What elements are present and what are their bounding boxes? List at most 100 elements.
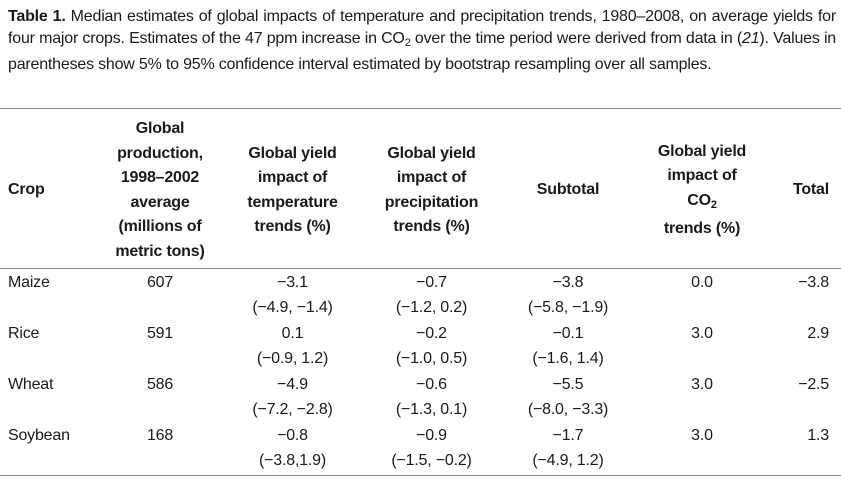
cell: −4.9 (−7.2, −2.8) xyxy=(225,371,360,422)
header-line: trends (%) xyxy=(393,218,470,235)
caption-text: ). Values in parentheses show 5% to 95% … xyxy=(8,30,836,73)
column-header: Subtotal xyxy=(503,108,633,269)
confidence-interval: (−0.9, 1.2) xyxy=(256,349,329,367)
table-body: Maize 607 −3.1 (−4.9, −1.4) −0.7 (−1.2, 0.2) −… xyxy=(0,269,841,476)
cell: −0.1 (−1.6, 1.4) xyxy=(503,320,633,371)
production-value: 607 xyxy=(146,274,174,291)
confidence-interval: (−5.8, −1.9) xyxy=(527,298,609,316)
cell: −1.7 (−4.9, 1.2) xyxy=(503,422,633,476)
header-line: Total xyxy=(792,181,829,199)
cell: 3.0 xyxy=(633,422,771,476)
table-row: Rice 591 0.1 (−0.9, 1.2) −0.2 (−1.0, 0.5) −0.1… xyxy=(0,320,841,371)
cell: 586 xyxy=(95,371,225,422)
crop-name: Maize xyxy=(8,274,50,291)
confidence-interval: (−7.2, −2.8) xyxy=(252,400,333,418)
header-line: temperature xyxy=(247,193,338,211)
median-value: −0.7 xyxy=(416,274,447,291)
caption-label: Table 1. xyxy=(8,8,66,25)
confidence-interval: (−8.0, −3.3) xyxy=(527,400,609,418)
median-value: −0.8 xyxy=(277,427,308,444)
header-line: precipitation xyxy=(384,193,479,211)
cell: 591 xyxy=(95,320,225,371)
cell: Rice xyxy=(0,320,95,371)
column-header: Total xyxy=(771,108,841,269)
header-line: Global xyxy=(135,120,185,137)
cell: 3.0 xyxy=(633,320,771,371)
cell: −3.8 (−5.8, −1.9) xyxy=(503,269,633,321)
co2-value: 3.0 xyxy=(691,427,713,444)
crop-name: Soybean xyxy=(8,427,70,444)
caption: Table 1. Median estimates of global impa… xyxy=(8,6,836,76)
header-line: Global yield xyxy=(657,142,747,160)
total-value: −3.8 xyxy=(798,274,829,291)
confidence-interval: (−1.2, 0.2) xyxy=(395,298,468,316)
header-line: impact of xyxy=(396,169,467,186)
crop-name: Wheat xyxy=(8,376,54,393)
header-line: impact of xyxy=(257,169,328,186)
cell: −3.8 xyxy=(771,269,841,321)
cell: Maize xyxy=(0,269,95,321)
cell: Wheat xyxy=(0,371,95,422)
confidence-interval: (−1.6, 1.4) xyxy=(532,349,604,367)
header-line: Crop xyxy=(8,181,45,199)
header-line: CO xyxy=(687,191,711,209)
header-line: 1998–2002 xyxy=(120,169,200,186)
cell: −0.7 (−1.2, 0.2) xyxy=(360,269,503,321)
median-value: −0.1 xyxy=(552,325,584,342)
crop-name: Rice xyxy=(8,325,40,342)
cell: Soybean xyxy=(0,422,95,476)
table-row: Maize 607 −3.1 (−4.9, −1.4) −0.7 (−1.2, 0.2) −… xyxy=(0,269,841,321)
header-row: Crop Global production, 1998–2002 average (mi… xyxy=(0,108,841,269)
header-line: trends (%) xyxy=(663,220,741,237)
cell: −0.2 (−1.0, 0.5) xyxy=(360,320,503,371)
column-header: Crop xyxy=(0,108,95,269)
header-line: Global yield xyxy=(248,144,337,162)
cell: −5.5 (−8.0, −3.3) xyxy=(503,371,633,422)
cell: 607 xyxy=(95,269,225,321)
cell: −2.5 xyxy=(771,371,841,422)
co2-value: 3.0 xyxy=(691,376,713,393)
caption-text: over the time period were derived from d… xyxy=(414,30,743,47)
header-line: trends (%) xyxy=(254,218,331,235)
caption-ref: 21 xyxy=(742,30,760,47)
header-line: impact of xyxy=(667,167,737,184)
header-line: average xyxy=(130,193,190,211)
column-header: Global yield impact of CO2 trends (%) xyxy=(633,108,771,269)
co2-value: 0.0 xyxy=(691,274,713,291)
median-value: 0.1 xyxy=(281,325,304,342)
median-value: −0.6 xyxy=(416,376,447,393)
median-value: −4.9 xyxy=(277,376,308,393)
confidence-interval: (−1.5, −0.2) xyxy=(391,451,472,469)
confidence-interval: (−4.9, 1.2) xyxy=(532,451,604,469)
production-value: 586 xyxy=(146,376,174,393)
median-value: −5.5 xyxy=(552,376,584,393)
confidence-interval: (−1.3, 0.1) xyxy=(395,400,468,418)
median-value: −0.2 xyxy=(416,325,447,342)
cell: −0.8 (−3.8,1.9) xyxy=(225,422,360,476)
median-value: −3.8 xyxy=(552,274,584,291)
cell: 0.0 xyxy=(633,269,771,321)
column-header: Global production, 1998–2002 average (millio… xyxy=(95,108,225,269)
header-line: production, xyxy=(117,144,203,162)
table-row: Wheat 586 −4.9 (−7.2, −2.8) −0.6 (−1.3, 0.1) −… xyxy=(0,371,841,422)
header-subscript: 2 xyxy=(710,198,717,211)
cell: 1.3 xyxy=(771,422,841,476)
cell: −3.1 (−4.9, −1.4) xyxy=(225,269,360,321)
total-value: −2.5 xyxy=(798,376,829,393)
cell: −0.9 (−1.5, −0.2) xyxy=(360,422,503,476)
column-header: Global yield impact of temperature trends (… xyxy=(225,108,360,269)
header-line: metric tons) xyxy=(115,242,205,260)
cell: 3.0 xyxy=(633,371,771,422)
median-value: −1.7 xyxy=(552,427,584,444)
total-value: 1.3 xyxy=(807,427,829,444)
total-value: 2.9 xyxy=(807,325,829,342)
header-line: Global yield xyxy=(387,144,476,162)
caption-subscript: 2 xyxy=(404,37,411,49)
cell: 0.1 (−0.9, 1.2) xyxy=(225,320,360,371)
confidence-interval: (−4.9, −1.4) xyxy=(252,298,333,316)
column-header: Global yield impact of precipitation trends… xyxy=(360,108,503,269)
header-line: Subtotal xyxy=(536,181,600,199)
production-value: 168 xyxy=(146,427,174,444)
co2-value: 3.0 xyxy=(691,325,713,342)
